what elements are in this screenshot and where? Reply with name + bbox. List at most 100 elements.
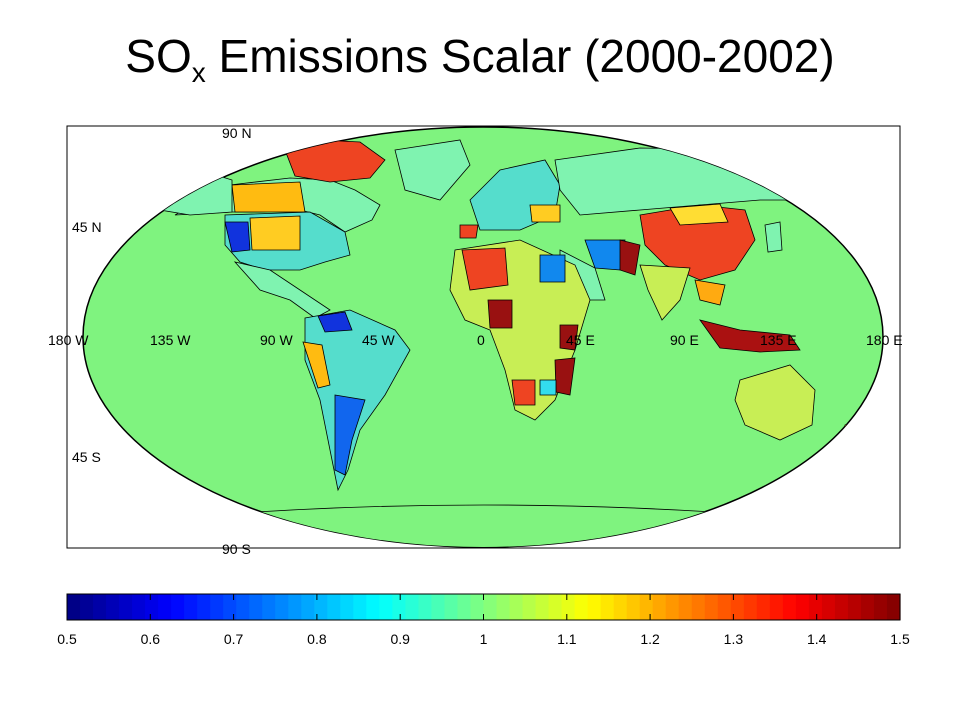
colorbar-cell (743, 594, 758, 620)
region-usa-west (224, 221, 251, 253)
colorbar-cell (132, 594, 146, 620)
colorbar-cell (548, 594, 563, 620)
colorbar-cell (522, 594, 537, 620)
colorbar-cell (418, 594, 433, 620)
lat-label-45n: 45 N (72, 219, 102, 235)
lon-label-135e: 135 E (760, 332, 797, 348)
lon-label-0: 0 (477, 332, 485, 348)
colorbar-cell (574, 594, 589, 620)
colorbar-cell (795, 594, 810, 620)
region-australia (734, 364, 816, 441)
colorbar-cell (119, 594, 133, 620)
region-mexico (233, 261, 331, 319)
region-peru (302, 341, 331, 389)
colorbar-tick-label: 0.9 (390, 631, 410, 647)
colorbar-cell (444, 594, 459, 620)
colorbar-cell (691, 594, 706, 620)
lon-label-180w: 180 W (48, 332, 89, 348)
region-nigeria (487, 299, 513, 329)
colorbar-cell (782, 594, 797, 620)
colorbar-cell (93, 594, 107, 620)
lat-label-90s: 90 S (222, 541, 251, 557)
region-pakistan (619, 239, 641, 276)
colorbar-cell (678, 594, 693, 620)
colorbar-cell (67, 594, 81, 620)
colorbar-cell (626, 594, 641, 620)
colorbar-tick-label: 0.5 (57, 631, 77, 647)
colorbar-cell (535, 594, 550, 620)
region-india (639, 264, 691, 321)
colorbar-cell (158, 594, 172, 620)
region-algeria (461, 247, 509, 291)
colorbar-cell (470, 594, 485, 620)
colorbar-cell (834, 594, 849, 620)
colorbar-cell (756, 594, 771, 620)
colorbar-cell (665, 594, 680, 620)
colorbar-cell (392, 594, 407, 620)
colorbar: 0.5 0.6 0.7 0.8 0.9 1 1.1 1.2 1.3 1.4 1.5 (57, 593, 910, 647)
region-zimbabwe (539, 379, 557, 396)
colorbar-gradient (67, 594, 901, 620)
colorbar-cell (80, 594, 94, 620)
lon-label-90w: 90 W (260, 332, 293, 348)
colorbar-tick-label: 1.3 (724, 631, 744, 647)
colorbar-cell (249, 594, 263, 620)
colorbar-cell (262, 594, 276, 620)
region-se-asia (694, 279, 726, 306)
colorbar-cell (379, 594, 393, 620)
region-canada-prairie (231, 181, 306, 213)
region-venezuela (317, 311, 353, 333)
colorbar-tick-label: 0.8 (307, 631, 327, 647)
colorbar-cell (587, 594, 602, 620)
colorbar-cell (236, 594, 250, 620)
colorbar-cell (431, 594, 446, 620)
lon-label-45w: 45 W (362, 332, 395, 348)
colorbar-ticks: 0.5 0.6 0.7 0.8 0.9 1 1.1 1.2 1.3 1.4 1.5 (57, 594, 910, 647)
lat-label-45s: 45 S (72, 449, 101, 465)
title-subscript: x (191, 57, 206, 88)
region-mongolia (669, 203, 729, 226)
colorbar-cell (314, 594, 328, 620)
colorbar-cell (860, 594, 875, 620)
region-greenland (394, 139, 471, 201)
lon-label-90e: 90 E (670, 332, 699, 348)
region-usa-central (249, 215, 301, 251)
colorbar-cell (171, 594, 185, 620)
colorbar-cell (275, 594, 289, 620)
colorbar-cell (301, 594, 315, 620)
region-egypt (539, 254, 566, 283)
region-europe-south (529, 204, 561, 223)
colorbar-cell (106, 594, 120, 620)
colorbar-cell (652, 594, 667, 620)
colorbar-cell (730, 594, 745, 620)
latitude-labels: 90 N 45 N 45 S 90 S (72, 125, 252, 557)
lon-label-135w: 135 W (150, 332, 191, 348)
colorbar-cell (197, 594, 211, 620)
colorbar-cell (509, 594, 524, 620)
region-congo (559, 324, 579, 351)
colorbar-cell (561, 594, 576, 620)
colorbar-tick-label: 1.4 (807, 631, 827, 647)
colorbar-tick-label: 1.1 (557, 631, 577, 647)
colorbar-cell (808, 594, 823, 620)
lon-label-45e: 45 E (566, 332, 595, 348)
colorbar-cell (366, 594, 380, 620)
longitude-labels: 180 W 135 W 90 W 45 W 0 45 E 90 E 135 E … (48, 332, 903, 348)
region-argentina (334, 394, 366, 476)
colorbar-cell (405, 594, 420, 620)
colorbar-cell (496, 594, 511, 620)
colorbar-tick-label: 1.5 (890, 631, 910, 647)
region-south-africa (511, 379, 536, 406)
colorbar-cell (340, 594, 354, 620)
colorbar-cell (873, 594, 888, 620)
region-japan (764, 221, 783, 253)
colorbar-tick-label: 1 (480, 631, 488, 647)
colorbar-cell (717, 594, 732, 620)
colorbar-cell (210, 594, 224, 620)
colorbar-cell (847, 594, 862, 620)
colorbar-cell (327, 594, 341, 620)
colorbar-cell (483, 594, 498, 620)
lat-label-90n: 90 N (222, 125, 252, 141)
colorbar-cell (457, 594, 472, 620)
